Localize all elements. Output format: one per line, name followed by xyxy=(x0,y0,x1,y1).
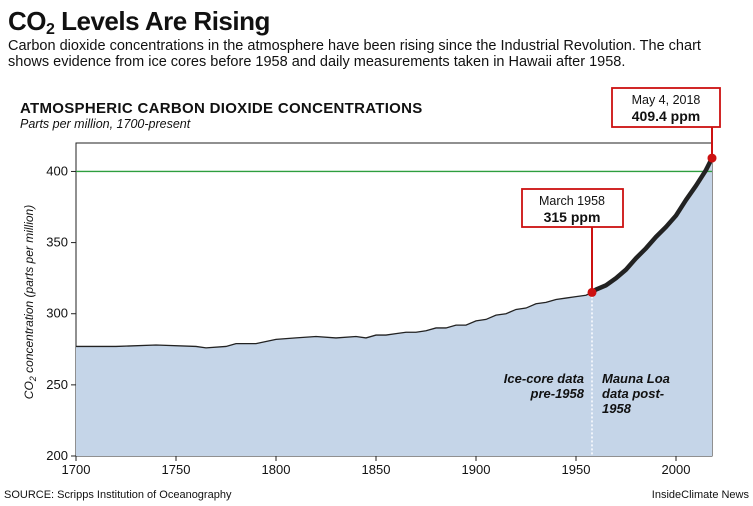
source-note: SOURCE: Scripps Institution of Oceanogra… xyxy=(4,489,232,501)
mauna-loa-label: Mauna Loa xyxy=(602,371,670,386)
mauna-loa-line xyxy=(590,157,715,295)
callout-date-2018: May 4, 2018 xyxy=(632,93,701,107)
intro-text: Carbon dioxide concentrations in the atm… xyxy=(8,38,701,70)
page-title: CO2 Levels Are Rising xyxy=(8,6,270,38)
chart-title: ATMOSPHERIC CARBON DIOXIDE CONCENTRATION… xyxy=(20,100,423,117)
y-tick-label: 400 xyxy=(46,163,68,178)
y-tick-label: 250 xyxy=(46,377,68,392)
x-tick-label: 1900 xyxy=(462,462,491,477)
co2-area-fill xyxy=(76,158,712,456)
callout-dot-1958 xyxy=(587,287,597,297)
ice-core-line xyxy=(76,291,593,349)
mauna-loa-label: data post- xyxy=(602,386,664,401)
x-tick-label: 1850 xyxy=(362,462,391,477)
x-tick-label: 1800 xyxy=(262,462,291,477)
chart-subtitle: Parts per million, 1700-present xyxy=(20,117,191,131)
x-tick-label: 1700 xyxy=(62,462,91,477)
callout-box-2018 xyxy=(611,87,721,128)
ice-core-label: pre-1958 xyxy=(530,386,585,401)
x-tick-label: 1950 xyxy=(562,462,591,477)
callout-value-1958: 315 ppm xyxy=(544,209,601,225)
callout-dot-2018 xyxy=(707,153,717,163)
callout-date-1958: March 1958 xyxy=(539,194,605,208)
callout-box-1958 xyxy=(521,188,624,228)
y-tick-label: 350 xyxy=(46,235,68,250)
y-axis-label: CO2 concentration (parts per million) xyxy=(22,205,38,399)
ice-core-label: Ice-core data xyxy=(504,371,584,386)
y-tick-label: 300 xyxy=(46,306,68,321)
publisher-credit: InsideClimate News xyxy=(651,489,749,501)
x-tick-label: 1750 xyxy=(162,462,191,477)
x-tick-label: 2000 xyxy=(662,462,691,477)
callout-value-2018: 409.4 ppm xyxy=(632,108,700,124)
y-tick-label: 200 xyxy=(46,448,68,463)
mauna-loa-label: 1958 xyxy=(602,401,632,416)
